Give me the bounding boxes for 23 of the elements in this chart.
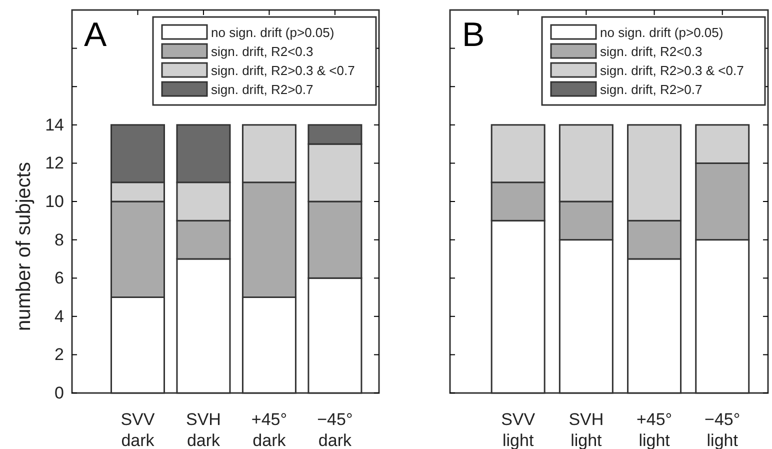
y-tick-label: 12	[45, 154, 64, 173]
y-axis-title: number of subjects	[13, 162, 35, 331]
y-tick-label: 14	[45, 115, 64, 134]
legend-label: sign. drift, R2>0.7	[211, 82, 314, 97]
y-tick-label: 6	[54, 268, 64, 288]
y-tick-label: 2	[54, 345, 64, 364]
y-tick-label: 4	[54, 306, 64, 326]
x-tick-label: +45° dark	[251, 410, 288, 449]
legend-label: sign. drift, R2>0.7	[600, 82, 702, 97]
legend-label: no sign. drift (p>0.05)	[600, 25, 724, 40]
y-tick-label: 10	[45, 192, 64, 211]
legend-label: sign. drift, R2>0.3 & <0.7	[600, 63, 744, 78]
y-tick-label: 0	[54, 383, 64, 402]
x-tick-label: SVH dark	[186, 410, 221, 449]
legend-label: sign. drift, R2>0.3 & <0.7	[211, 63, 355, 78]
x-tick-label: SVV dark	[120, 410, 156, 449]
x-tick-label: −45° dark	[317, 410, 353, 449]
legend-label: no sign. drift (p>0.05)	[211, 25, 334, 40]
chart-title: A	[84, 16, 107, 54]
legend-label: sign. drift, R2<0.3	[211, 44, 314, 59]
chart-title: B	[462, 16, 485, 54]
legend-label: sign. drift, R2<0.3	[600, 44, 702, 59]
y-tick-label: 8	[54, 230, 64, 250]
